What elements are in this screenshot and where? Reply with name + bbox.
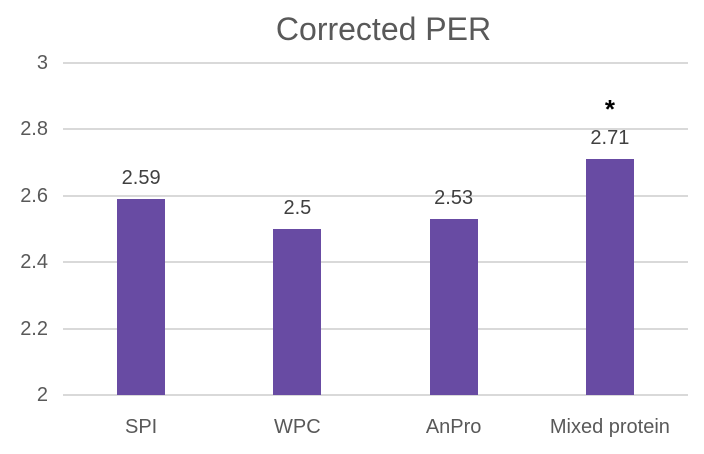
bar: [117, 199, 166, 395]
y-axis-tick-label: 2.8: [20, 118, 48, 141]
bar-data-label: 2.71: [590, 127, 630, 150]
bar: [273, 229, 322, 395]
y-axis-tick-label: 2.2: [20, 317, 48, 340]
gridline: [63, 327, 688, 330]
gridline: [63, 394, 688, 396]
bar-data-label: 2.53: [434, 187, 474, 210]
x-axis-category-label: WPC: [274, 416, 321, 438]
bar: [585, 159, 634, 395]
y-axis-tick-label: 2.4: [20, 251, 48, 274]
y-axis-tick-label: 3: [36, 52, 48, 74]
x-axis-category-label: AnPro: [425, 416, 482, 438]
bar-data-label: 2.59: [121, 167, 161, 190]
gridline: [63, 62, 688, 64]
gridline: [63, 194, 688, 197]
bar-data-label: 2.5: [283, 197, 312, 219]
x-axis-category-label: SPI: [125, 416, 158, 438]
y-axis-tick-label: 2: [36, 384, 48, 406]
chart-title: Corrected PER: [275, 11, 492, 47]
gridline: [63, 261, 688, 264]
y-axis-tick-label: 2.6: [20, 184, 48, 207]
plot-area: 2.59 2.5 2.53 2.71 *: [63, 62, 688, 396]
bar: [429, 219, 478, 395]
significance-asterisk: *: [604, 94, 615, 125]
x-axis-category-label: Mixed protein: [549, 416, 670, 438]
gridline: [63, 128, 688, 131]
